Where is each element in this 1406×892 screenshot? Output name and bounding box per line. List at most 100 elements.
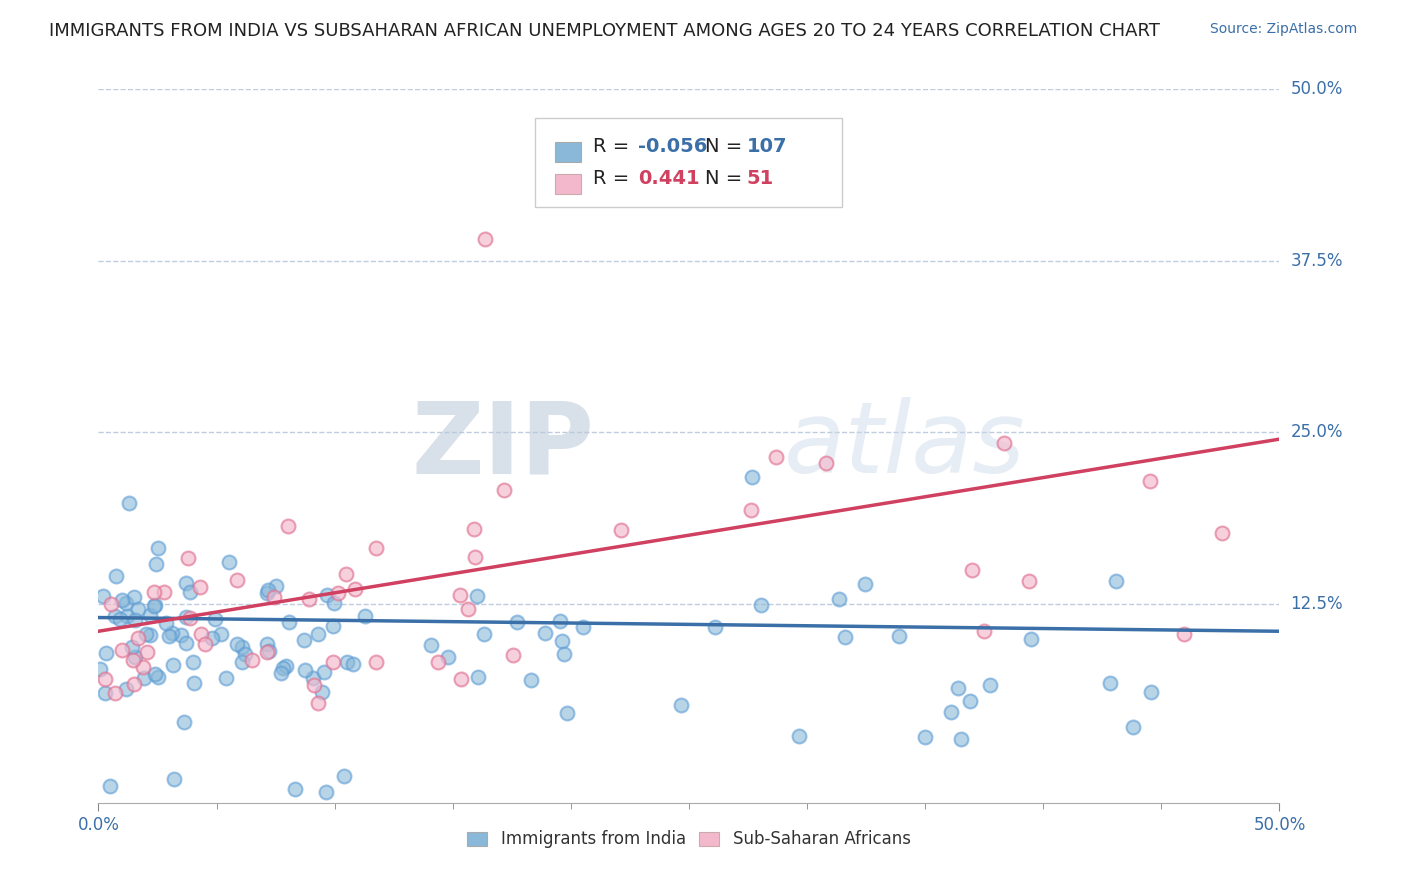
Point bbox=[257, 643, 280, 657]
Point bbox=[834, 630, 856, 644]
Point bbox=[226, 636, 249, 650]
Point bbox=[741, 470, 763, 484]
Point bbox=[104, 568, 127, 582]
Point bbox=[553, 647, 575, 661]
Point bbox=[551, 634, 574, 648]
Point bbox=[464, 549, 486, 564]
Point bbox=[316, 588, 339, 602]
Point bbox=[204, 612, 226, 626]
Text: ZIP: ZIP bbox=[412, 398, 595, 494]
Point bbox=[502, 648, 524, 662]
Point bbox=[342, 657, 364, 671]
Point bbox=[315, 785, 337, 799]
Point bbox=[174, 610, 197, 624]
Point bbox=[436, 649, 458, 664]
Point bbox=[111, 642, 134, 657]
Point bbox=[1018, 574, 1040, 589]
Point bbox=[364, 541, 387, 556]
Point bbox=[302, 672, 325, 686]
Point bbox=[960, 563, 983, 577]
Point bbox=[94, 673, 117, 687]
Point bbox=[959, 694, 981, 708]
Point bbox=[142, 599, 165, 613]
Point bbox=[343, 582, 366, 596]
Point bbox=[174, 576, 197, 591]
Point bbox=[1105, 574, 1128, 588]
Point bbox=[256, 586, 278, 600]
Point bbox=[555, 706, 578, 720]
Text: -0.056: -0.056 bbox=[638, 136, 707, 156]
Text: 50.0%: 50.0% bbox=[1291, 80, 1343, 98]
Point bbox=[132, 671, 155, 685]
Point bbox=[463, 522, 485, 536]
Point bbox=[173, 715, 195, 730]
Point bbox=[467, 670, 489, 684]
Point bbox=[98, 779, 121, 793]
Point bbox=[993, 435, 1015, 450]
Point bbox=[669, 698, 692, 713]
Point bbox=[160, 626, 183, 640]
Point bbox=[457, 602, 479, 616]
Point bbox=[122, 591, 145, 605]
Point bbox=[157, 629, 180, 643]
Point bbox=[292, 633, 315, 648]
Point bbox=[179, 585, 201, 599]
Point bbox=[610, 523, 633, 537]
Text: N =: N = bbox=[706, 169, 749, 188]
Point bbox=[135, 627, 157, 641]
Point bbox=[181, 655, 204, 669]
Point bbox=[201, 632, 224, 646]
Point bbox=[704, 620, 727, 634]
Point bbox=[294, 663, 316, 677]
Point bbox=[148, 541, 170, 556]
Text: 107: 107 bbox=[747, 136, 787, 156]
Text: Source: ZipAtlas.com: Source: ZipAtlas.com bbox=[1209, 22, 1357, 37]
Point bbox=[139, 608, 162, 623]
Point bbox=[91, 589, 114, 603]
Point bbox=[298, 592, 321, 607]
Point bbox=[114, 596, 136, 610]
Point bbox=[231, 640, 253, 655]
Legend: Immigrants from India, Sub-Saharan Africans: Immigrants from India, Sub-Saharan Afric… bbox=[461, 824, 917, 855]
Point bbox=[1099, 676, 1122, 690]
Point bbox=[314, 665, 336, 679]
Point bbox=[177, 550, 200, 565]
Point bbox=[146, 670, 169, 684]
Point bbox=[450, 672, 472, 686]
Text: 51: 51 bbox=[747, 169, 775, 188]
Point bbox=[264, 579, 287, 593]
Point bbox=[506, 615, 529, 629]
Point bbox=[153, 585, 176, 599]
Point bbox=[100, 597, 122, 611]
Point bbox=[949, 731, 972, 746]
Point bbox=[117, 609, 139, 624]
Point bbox=[419, 638, 441, 652]
Point bbox=[118, 496, 141, 510]
Point bbox=[474, 231, 496, 245]
Text: R =: R = bbox=[593, 169, 636, 188]
Point bbox=[815, 456, 838, 470]
Point bbox=[353, 609, 375, 624]
Point bbox=[155, 615, 177, 630]
Point bbox=[1211, 525, 1233, 540]
Point bbox=[124, 613, 146, 627]
Point bbox=[534, 626, 557, 640]
Point bbox=[426, 655, 449, 669]
Point bbox=[143, 666, 166, 681]
Point bbox=[284, 781, 307, 796]
Point bbox=[828, 592, 851, 607]
Point bbox=[121, 640, 143, 654]
Point bbox=[749, 598, 772, 612]
Text: N =: N = bbox=[706, 136, 749, 156]
Point bbox=[136, 645, 159, 659]
Point bbox=[939, 706, 962, 720]
Point bbox=[170, 628, 193, 642]
Point bbox=[218, 555, 240, 569]
Point bbox=[209, 627, 232, 641]
Point bbox=[240, 653, 263, 667]
Point bbox=[740, 503, 762, 517]
Point bbox=[104, 609, 127, 624]
Text: 25.0%: 25.0% bbox=[1291, 424, 1343, 442]
Point bbox=[179, 611, 201, 625]
Point bbox=[336, 655, 359, 669]
